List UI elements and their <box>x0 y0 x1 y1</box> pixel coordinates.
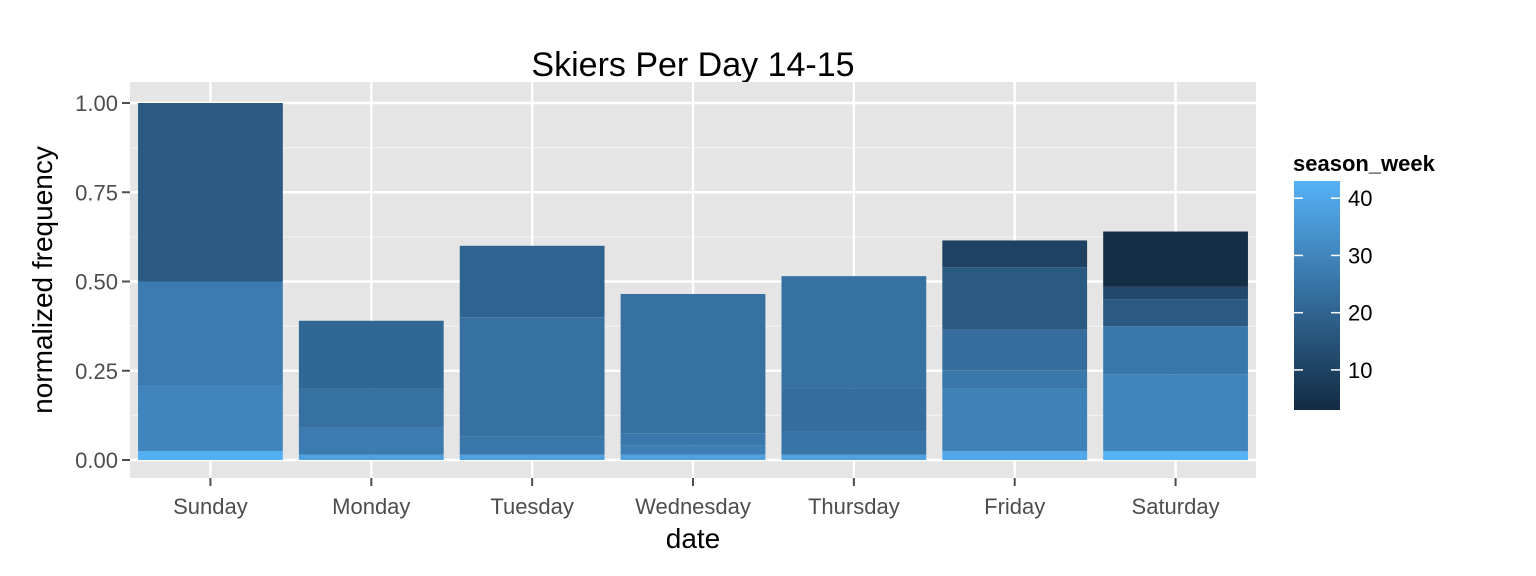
bar-segment <box>459 317 605 437</box>
x-tick-label: Tuesday <box>490 494 574 519</box>
bar-segment <box>942 329 1088 371</box>
legend-colorbar <box>1294 181 1340 410</box>
x-tick-label: Sunday <box>173 494 248 519</box>
bar-segment <box>942 240 1088 268</box>
legend-tick-label: 10 <box>1348 358 1372 383</box>
bar-segment <box>1103 286 1248 300</box>
bar-sunday <box>138 103 283 460</box>
x-axis: Sunday Monday Tuesday Wednesday Thursday Frid… <box>173 478 1220 519</box>
bar-segment <box>620 293 766 434</box>
legend-tick-label: 20 <box>1348 301 1372 326</box>
bar-segment <box>781 431 927 455</box>
bar-segment <box>138 451 283 460</box>
y-axis-title: normalized frequency <box>27 146 58 414</box>
y-tick-label: 0.00 <box>75 448 118 473</box>
bar-segment <box>781 276 927 389</box>
x-tick-label: Wednesday <box>635 494 751 519</box>
legend-ticks: 10 20 30 40 <box>1294 186 1372 383</box>
bar-segment <box>298 454 444 460</box>
y-tick-label: 0.75 <box>75 180 118 205</box>
bar-segment <box>1103 374 1248 452</box>
bar-segment <box>781 454 927 460</box>
bar-segment <box>620 433 766 446</box>
bar-wednesday <box>620 293 766 460</box>
bar-segment <box>138 103 283 282</box>
bar-segment <box>620 454 766 460</box>
legend-title: season_week <box>1293 151 1436 176</box>
bar-segment <box>942 451 1088 460</box>
y-tick-label: 1.00 <box>75 91 118 116</box>
legend: season_week 10 20 30 40 <box>1293 151 1436 410</box>
bar-segment <box>1103 451 1248 460</box>
bar-segment <box>1103 326 1248 375</box>
bar-segment <box>459 454 605 460</box>
bar-segment <box>298 320 444 389</box>
bar-segment <box>781 388 927 432</box>
x-tick-label: Saturday <box>1132 494 1220 519</box>
y-axis: 0.00 0.25 0.50 0.75 1.00 <box>75 91 130 473</box>
bar-friday <box>942 240 1088 460</box>
y-tick-label: 0.25 <box>75 359 118 384</box>
bar-thursday <box>781 276 927 460</box>
bar-segment <box>620 445 766 455</box>
bar-segment <box>942 388 1088 452</box>
bar-monday <box>298 320 444 460</box>
bars <box>138 103 1248 460</box>
bar-segment <box>138 385 283 452</box>
bar-segment <box>1103 231 1248 287</box>
bar-tuesday <box>459 245 605 460</box>
legend-tick-label: 30 <box>1348 243 1372 268</box>
bar-saturday <box>1103 231 1248 460</box>
bar-segment <box>942 370 1088 389</box>
x-tick-label: Friday <box>984 494 1045 519</box>
y-tick-label: 0.50 <box>75 270 118 295</box>
bar-segment <box>138 281 283 386</box>
bar-segment <box>1103 299 1248 327</box>
x-tick-label: Monday <box>332 494 410 519</box>
bar-segment <box>942 267 1088 330</box>
x-axis-title: date <box>666 523 721 554</box>
bar-segment <box>298 427 444 455</box>
bar-segment <box>459 436 605 455</box>
chart-title: Skiers Per Day 14-15 <box>531 46 854 84</box>
bar-segment <box>459 245 605 318</box>
x-tick-label: Thursday <box>808 494 900 519</box>
bar-segment <box>298 388 444 428</box>
legend-tick-label: 40 <box>1348 186 1372 211</box>
